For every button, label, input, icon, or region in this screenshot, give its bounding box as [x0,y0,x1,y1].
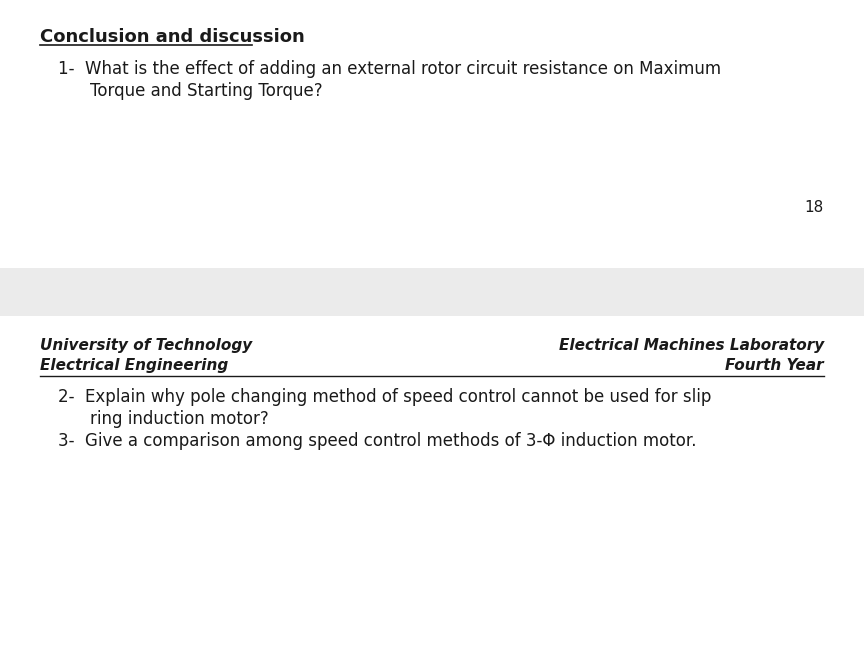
Bar [0,268,864,316]
Text: 3-  Give a comparison among speed control methods of 3-Φ induction motor.: 3- Give a comparison among speed control… [58,432,696,450]
Text: University of Technology: University of Technology [40,338,252,353]
Text: 2-  Explain why pole changing method of speed control cannot be used for slip: 2- Explain why pole changing method of s… [58,388,711,406]
Text: ring induction motor?: ring induction motor? [90,410,269,428]
Text: 1-  What is the effect of adding an external rotor circuit resistance on Maximum: 1- What is the effect of adding an exter… [58,60,721,78]
Text: Conclusion and discussion: Conclusion and discussion [40,28,305,46]
Text: 18: 18 [804,200,824,215]
Text: Fourth Year: Fourth Year [726,358,824,373]
Text: Torque and Starting Torque?: Torque and Starting Torque? [90,82,322,100]
Text: Electrical Engineering: Electrical Engineering [40,358,228,373]
Text: Electrical Machines Laboratory: Electrical Machines Laboratory [559,338,824,353]
